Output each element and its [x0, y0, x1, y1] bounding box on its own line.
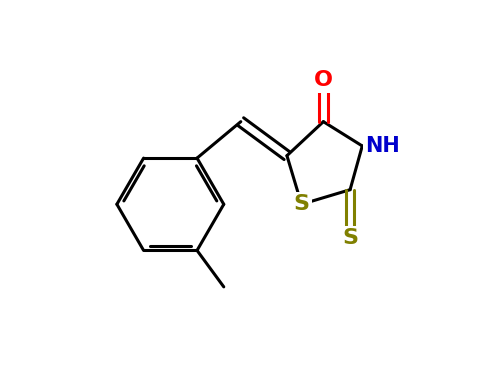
- Text: S: S: [342, 228, 358, 248]
- Text: NH: NH: [365, 136, 399, 156]
- Text: S: S: [294, 194, 309, 214]
- Text: O: O: [314, 70, 333, 90]
